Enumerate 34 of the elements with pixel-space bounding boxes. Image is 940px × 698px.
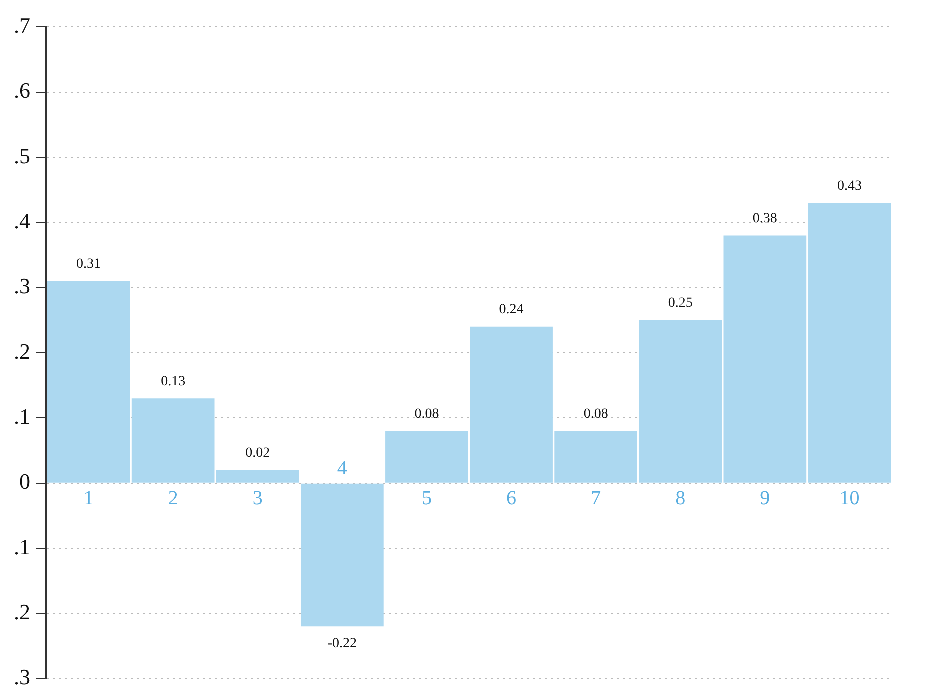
- x-tick-label: 6: [506, 488, 517, 510]
- data-label: 0.02: [246, 446, 270, 461]
- y-tick-label: .2: [14, 599, 30, 624]
- y-tick-label: .6: [14, 78, 30, 104]
- y-tick-label: .4: [14, 208, 30, 234]
- y-tick-label: .1: [14, 404, 30, 429]
- data-label: 0.25: [668, 296, 693, 312]
- y-tick-label: .3: [14, 274, 30, 299]
- x-tick-label: 5: [422, 488, 432, 510]
- data-label: 0.13: [161, 374, 186, 390]
- x-tick-label: 1: [84, 488, 94, 510]
- data-label: 0.38: [752, 211, 778, 226]
- x-tick-label: 9: [760, 488, 770, 510]
- x-tick-label: 4: [337, 458, 348, 480]
- y-tick-label: .5: [14, 143, 30, 168]
- data-label: -0.22: [328, 636, 358, 652]
- x-tick-label: 7: [591, 488, 602, 510]
- data-label: 0.31: [76, 256, 102, 272]
- x-tick-label: 10: [840, 488, 860, 510]
- bar: [300, 484, 384, 627]
- bar: [47, 281, 130, 483]
- y-tick-label: .7: [14, 12, 30, 38]
- y-tick-label: .1: [14, 534, 30, 560]
- data-label: 0.43: [837, 178, 862, 194]
- y-tick-label: .3: [14, 664, 30, 690]
- x-tick-label: 2: [168, 488, 178, 510]
- x-tick-label: 3: [252, 488, 263, 510]
- y-tick-label: .2: [14, 338, 30, 364]
- x-tick-label: 8: [676, 488, 686, 510]
- data-label: 0.24: [499, 302, 524, 318]
- y-tick-label: 0: [20, 469, 30, 494]
- data-label: 0.08: [584, 406, 608, 422]
- bar: [808, 203, 892, 483]
- data-label: 0.08: [414, 406, 440, 422]
